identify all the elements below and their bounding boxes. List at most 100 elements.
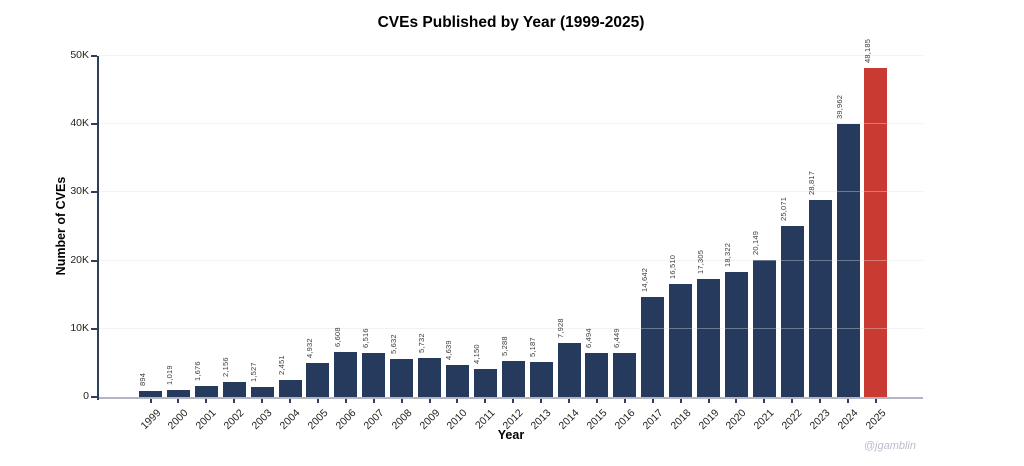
gridline [99, 327, 923, 329]
chart-title: CVEs Published by Year (1999-2025) [377, 14, 645, 31]
y-tick-label: 50K [70, 49, 89, 61]
x-tick-mark [177, 399, 180, 403]
gridline-overlay [99, 123, 923, 125]
gridline [99, 191, 923, 193]
bar-value-label: 5,732 [416, 333, 426, 353]
bar-value-label: 4,639 [444, 340, 454, 361]
bar [166, 390, 190, 397]
bar [306, 363, 330, 397]
bar [418, 357, 441, 397]
x-tick-mark [205, 399, 208, 403]
bar [222, 382, 246, 397]
gridline [99, 55, 923, 56]
x-tick-mark [623, 399, 626, 403]
bar-value-label: 25,071 [779, 196, 789, 222]
bar [334, 351, 358, 397]
gridline-overlay [99, 327, 923, 329]
y-tick-label: 10K [70, 321, 89, 334]
y-tick-mark [91, 259, 97, 262]
x-tick-mark [847, 399, 849, 403]
gridline [99, 123, 923, 125]
bar-value-label: 5,632 [388, 333, 398, 354]
x-tick-mark [791, 399, 794, 403]
x-tick-mark [763, 399, 766, 403]
x-tick-mark [372, 399, 375, 403]
bar-value-label: 4,150 [472, 343, 482, 364]
bar [473, 368, 497, 397]
gridline-overlay [99, 55, 923, 56]
bar-value-label: 6,494 [583, 327, 593, 348]
x-tick-mark [289, 399, 291, 403]
bar [780, 226, 804, 397]
bar [585, 352, 609, 397]
bar-value-label: 14,642 [639, 268, 649, 293]
y-tick-mark [91, 55, 97, 57]
bar [808, 200, 832, 397]
x-tick-mark [679, 399, 682, 403]
x-axis-line [97, 397, 923, 399]
bar-value-label: 7,928 [556, 318, 565, 338]
x-tick-mark [819, 399, 822, 403]
bar [752, 259, 776, 397]
y-tick-mark [91, 191, 97, 194]
bar [390, 358, 414, 397]
x-tick-mark [568, 399, 570, 403]
x-tick-mark [874, 399, 877, 403]
x-tick-mark [540, 399, 543, 403]
bar-value-label: 5,288 [500, 336, 510, 356]
y-tick-mark [91, 327, 97, 330]
x-tick-mark [456, 399, 459, 403]
bar-value-label: 4,932 [304, 338, 314, 359]
bar-value-label: 6,449 [611, 328, 621, 349]
bar [501, 360, 525, 397]
bar-value-label: 5,187 [528, 336, 538, 357]
y-axis-line [97, 56, 99, 400]
x-tick-mark [149, 399, 152, 403]
x-tick-mark [233, 399, 236, 403]
gridline [99, 259, 923, 261]
bar-value-label: 20,149 [751, 230, 761, 255]
x-tick-mark [484, 399, 487, 403]
bar-value-label: 28,817 [807, 171, 817, 196]
y-tick-label: 0 [83, 390, 89, 402]
bar [724, 272, 748, 397]
bar-value-label: 2,156 [221, 357, 231, 378]
x-tick-mark [707, 399, 710, 403]
bar-value-label: 18,322 [723, 242, 733, 268]
x-tick-mark [595, 399, 598, 403]
bar [697, 278, 720, 397]
y-tick-label: 30K [70, 185, 89, 198]
bar [278, 380, 302, 397]
bar-value-label: 1,527 [249, 361, 259, 382]
bar [194, 385, 218, 397]
gridline-overlay [99, 191, 923, 193]
x-axis-title: Year [497, 428, 525, 442]
y-tick-mark [91, 123, 97, 126]
watermark: @jgamblin [863, 440, 916, 452]
bar-value-label: 894 [137, 372, 147, 386]
bar [250, 386, 274, 397]
x-tick-mark [512, 399, 515, 403]
x-tick-mark [261, 399, 264, 403]
bar-value-label: 2,451 [277, 355, 286, 376]
bar-value-label: 6,608 [332, 327, 342, 347]
x-tick-mark [316, 399, 319, 403]
bar [139, 390, 162, 397]
bar-value-label: 16,510 [667, 255, 677, 280]
x-tick-mark [344, 399, 347, 403]
bar [613, 353, 637, 397]
y-tick-mark [91, 396, 97, 398]
bar-value-label: 1,019 [165, 365, 175, 386]
bar [557, 342, 581, 397]
x-tick-mark [428, 399, 431, 403]
gridline-overlay [99, 259, 923, 261]
bar [836, 124, 860, 397]
bar [864, 68, 888, 397]
bar-value-label: 17,305 [695, 249, 705, 274]
y-tick-label: 40K [70, 117, 89, 130]
bar-value-label: 1,676 [193, 360, 203, 381]
bar [669, 284, 693, 397]
bar-value-label: 39,962 [835, 95, 844, 120]
bar-value-label: 6,516 [360, 327, 370, 348]
bar [641, 297, 665, 397]
